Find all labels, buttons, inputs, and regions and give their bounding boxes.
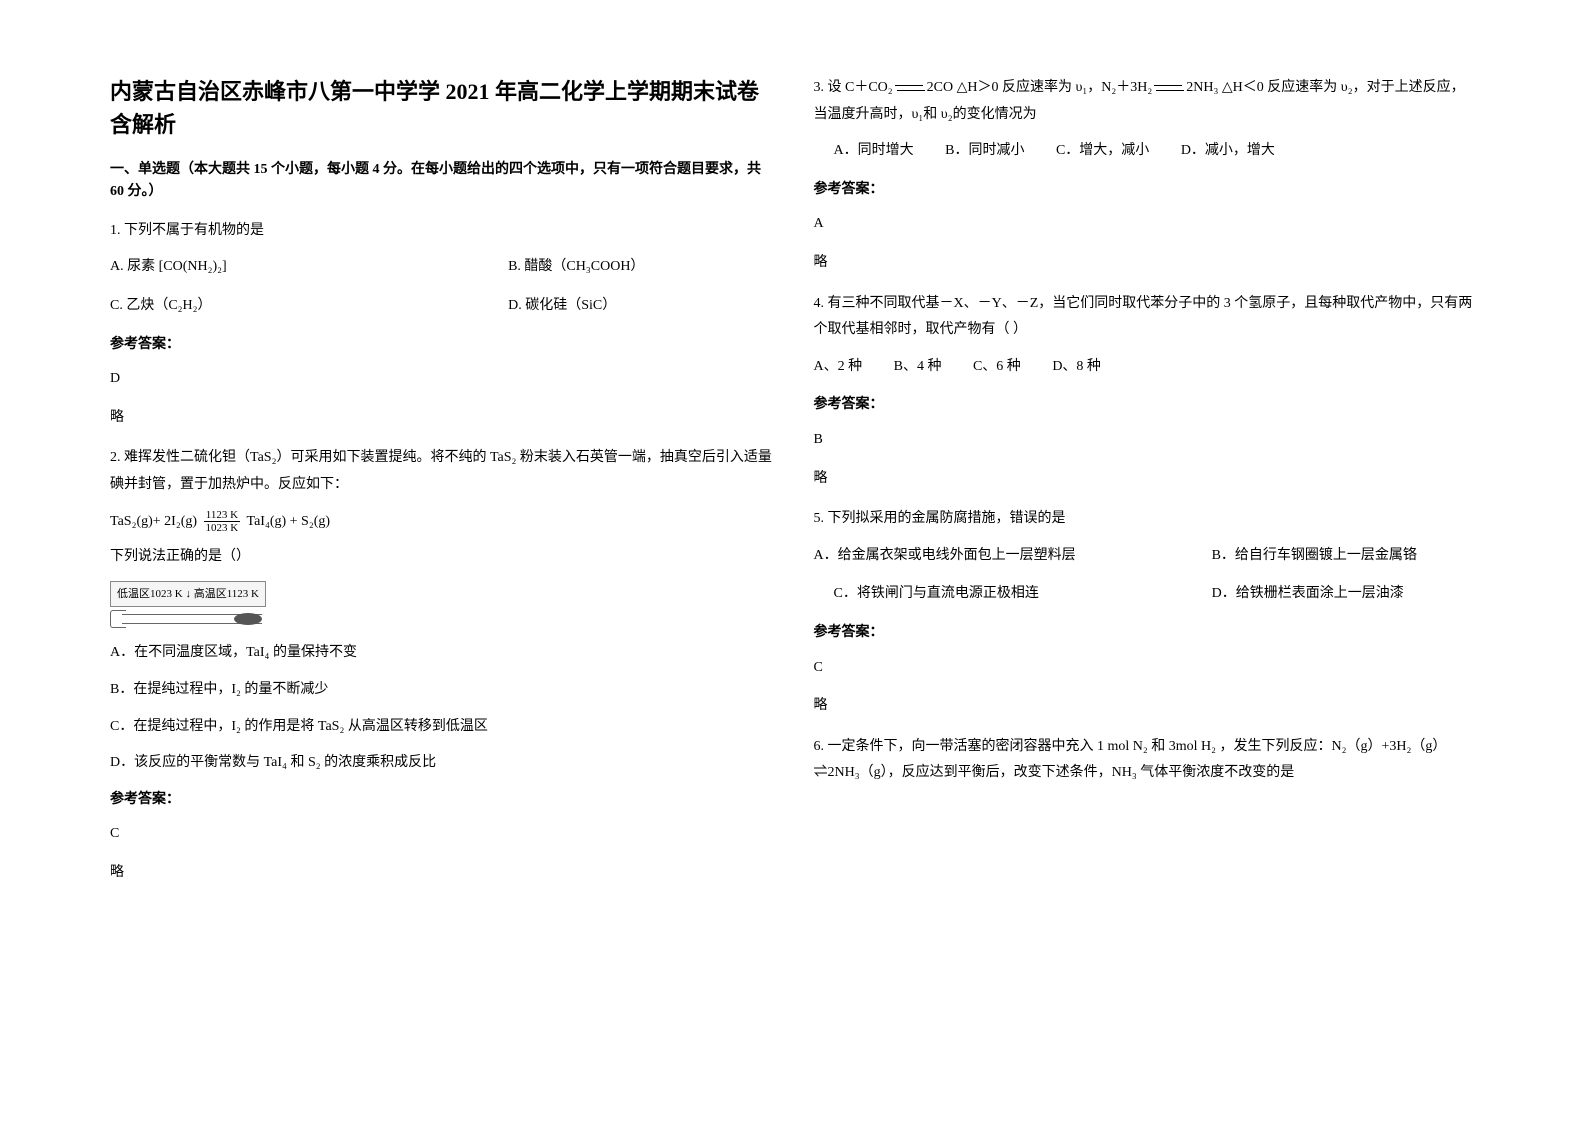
q6-text: 6. 一定条件下，向一带活塞的密闭容器中充入 1 mol N₂ 和 3mol H… — [814, 734, 1478, 787]
q2-text: 2. 难挥发性二硫化钽（TaS₂）可采用如下装置提纯。将不纯的 TaS₂ 粉末装… — [110, 445, 774, 498]
q1-note: 略 — [110, 405, 774, 432]
right-column: 3. 设 C＋CO₂2CO △H＞0 反应速率为 υ₁，N₂＋3H₂2NH₃ △… — [794, 75, 1498, 1052]
q5-text: 5. 下列拟采用的金属防腐措施，错误的是 — [814, 506, 1478, 533]
q5-row-cd: C．将铁闸门与直流电源正极相连 D．给铁栅栏表面涂上一层油漆 — [814, 581, 1478, 608]
q1-row-ab: A. 尿素 [CO(NH₂)₂] B. 醋酸（CH₃COOH） — [110, 254, 774, 281]
q2-eq-fraction: 1123 K 1023 K — [204, 509, 241, 534]
q5-answer-label: 参考答案： — [814, 620, 1478, 647]
q2-answer-label: 参考答案： — [110, 787, 774, 814]
q3-optB: B．同时减小 — [945, 138, 1024, 165]
q2-optA: A．在不同温度区域，TaI₄ 的量保持不变 — [110, 640, 774, 667]
q2-eq-den: 1023 K — [204, 522, 241, 534]
q1-optC: C. 乙炔（C₂H₂） — [110, 293, 508, 320]
q1-optD: D. 碳化硅（SiC） — [508, 293, 773, 320]
q2-optC: C．在提纯过程中，I₂ 的作用是将 TaS₂ 从高温区转移到低温区 — [110, 714, 774, 741]
q5-note: 略 — [814, 693, 1478, 720]
q4-text: 4. 有三种不同取代基－X、－Y、－Z，当它们同时取代苯分子中的 3 个氢原子，… — [814, 291, 1478, 344]
q2-equation: TaS₂(g)+ 2I₂(g) 1123 K 1023 K TaI₄(g) + … — [110, 509, 774, 534]
q5-optA: A．给金属衣架或电线外面包上一层塑料层 — [814, 543, 1212, 570]
q3-p2: 2CO △H＞0 反应速率为 υ₁，N₂＋3H₂ — [927, 80, 1153, 95]
q3-note: 略 — [814, 250, 1478, 277]
q1-optB: B. 醋酸（CH₃COOH） — [508, 254, 773, 281]
q2-eq-num: 1123 K — [204, 509, 241, 522]
q3-optA: A．同时增大 — [834, 138, 914, 165]
question-3: 3. 设 C＋CO₂2CO △H＞0 反应速率为 υ₁，N₂＋3H₂2NH₃ △… — [814, 75, 1478, 277]
q3-optD: D．减小，增大 — [1181, 138, 1275, 165]
q1-optA: A. 尿素 [CO(NH₂)₂] — [110, 254, 508, 281]
q2-diagram: 低温区1023 K ↓ 高温区1123 K — [110, 581, 774, 629]
q1-answer: D — [110, 366, 774, 393]
question-2: 2. 难挥发性二硫化钽（TaS₂）可采用如下装置提纯。将不纯的 TaS₂ 粉末装… — [110, 445, 774, 886]
q5-optB: B．给自行车钢圈镀上一层金属铬 — [1212, 543, 1477, 570]
q1-text: 1. 下列不属于有机物的是 — [110, 218, 774, 245]
q3-optC: C．增大，减小 — [1056, 138, 1149, 165]
q5-row-ab: A．给金属衣架或电线外面包上一层塑料层 B．给自行车钢圈镀上一层金属铬 — [814, 543, 1478, 570]
q1-row-cd: C. 乙炔（C₂H₂） D. 碳化硅（SiC） — [110, 293, 774, 320]
q5-optD: D．给铁栅栏表面涂上一层油漆 — [1212, 581, 1477, 608]
section-header: 一、单选题（本大题共 15 个小题，每小题 4 分。在每小题给出的四个选项中，只… — [110, 159, 774, 204]
q2-note: 略 — [110, 860, 774, 887]
q2-optD: D．该反应的平衡常数与 TaI₄ 和 S₂ 的浓度乘积成反比 — [110, 750, 774, 777]
q4-note: 略 — [814, 466, 1478, 493]
q3-answer-label: 参考答案： — [814, 177, 1478, 204]
q2-diagram-label: 低温区1023 K ↓ 高温区1123 K — [110, 581, 266, 608]
question-5: 5. 下列拟采用的金属防腐措施，错误的是 A．给金属衣架或电线外面包上一层塑料层… — [814, 506, 1478, 720]
q3-answer: A — [814, 211, 1478, 238]
q2-eq-right: TaI₄(g) + S₂(g) — [247, 514, 331, 529]
q2-eq-left: TaS₂(g)+ 2I₂(g) — [110, 514, 197, 529]
equilibrium-arrow-icon — [1154, 84, 1184, 92]
q5-optC: C．将铁闸门与直流电源正极相连 — [814, 581, 1212, 608]
q3-options: A．同时增大 B．同时减小 C．增大，减小 D．减小，增大 — [814, 138, 1478, 165]
left-column: 内蒙古自治区赤峰市八第一中学学 2021 年高二化学上学期期末试卷含解析 一、单… — [90, 75, 794, 1052]
q4-answer-label: 参考答案： — [814, 392, 1478, 419]
q2-answer: C — [110, 821, 774, 848]
q3-p1: 3. 设 C＋CO₂ — [814, 80, 893, 95]
q2-optB: B．在提纯过程中，I₂ 的量不断减少 — [110, 677, 774, 704]
question-6: 6. 一定条件下，向一带活塞的密闭容器中充入 1 mol N₂ 和 3mol H… — [814, 734, 1478, 787]
q5-answer: C — [814, 655, 1478, 682]
q4-optC: C、6 种 — [973, 354, 1021, 381]
q1-answer-label: 参考答案： — [110, 332, 774, 359]
q4-optB: B、4 种 — [894, 354, 942, 381]
question-4: 4. 有三种不同取代基－X、－Y、－Z，当它们同时取代苯分子中的 3 个氢原子，… — [814, 291, 1478, 493]
page-title: 内蒙古自治区赤峰市八第一中学学 2021 年高二化学上学期期末试卷含解析 — [110, 75, 774, 141]
q4-answer: B — [814, 427, 1478, 454]
q4-options: A、2 种 B、4 种 C、6 种 D、8 种 — [814, 354, 1478, 381]
q2-subtext: 下列说法正确的是（） — [110, 544, 774, 571]
q4-optD: D、8 种 — [1052, 354, 1101, 381]
equilibrium-arrow-icon — [895, 84, 925, 92]
q4-optA: A、2 种 — [814, 354, 863, 381]
question-1: 1. 下列不属于有机物的是 A. 尿素 [CO(NH₂)₂] B. 醋酸（CH₃… — [110, 218, 774, 432]
q3-text: 3. 设 C＋CO₂2CO △H＞0 反应速率为 υ₁，N₂＋3H₂2NH₃ △… — [814, 75, 1478, 128]
q2-diagram-tube — [110, 610, 270, 628]
